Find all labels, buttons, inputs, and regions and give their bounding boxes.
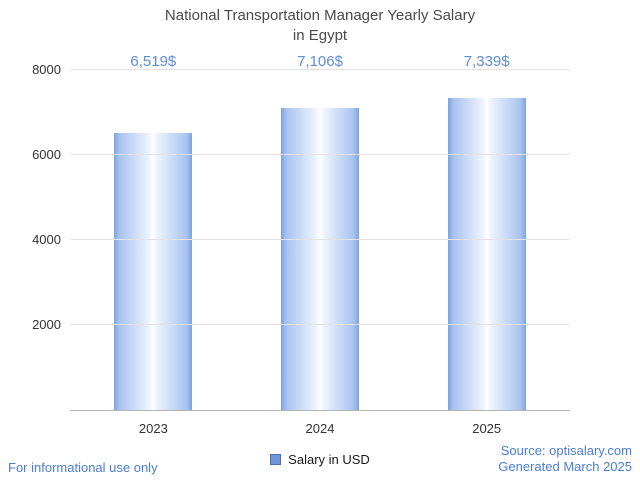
x-axis-tick-label: 2023 bbox=[138, 421, 168, 436]
bars-container: 6,519$ 2023 7,106$ 2024 7,339$ 2025 bbox=[70, 53, 570, 436]
y-axis-tick-label: 2000 bbox=[32, 317, 61, 332]
disclaimer-text: For informational use only bbox=[8, 460, 158, 475]
source-attribution: Source: optisalary.com Generated March 2… bbox=[498, 443, 632, 476]
chart-title-line1: National Transportation Manager Yearly S… bbox=[164, 7, 476, 24]
y-axis-tick-label: 8000 bbox=[32, 62, 61, 77]
chart-title-line2: in Egypt bbox=[292, 27, 348, 45]
gridline bbox=[70, 69, 570, 70]
plot-area: 6,519$ 2023 7,106$ 2024 7,339$ 2025 2000 4000 6… bbox=[32, 53, 570, 436]
salary-bar bbox=[114, 132, 193, 410]
bar-group: 7,106$ 2024 bbox=[237, 53, 404, 436]
y-axis-tick-label: 4000 bbox=[32, 232, 61, 247]
legend: Salary in USD bbox=[0, 452, 640, 467]
legend-swatch-icon bbox=[270, 454, 282, 465]
bar-group: 7,339$ 2025 bbox=[403, 53, 570, 436]
x-axis-tick-label: 2024 bbox=[305, 421, 335, 436]
bar-value-label: 7,106$ bbox=[297, 53, 343, 70]
source-text: Source: optisalary.com bbox=[500, 442, 632, 458]
x-axis-tick-label: 2025 bbox=[472, 421, 502, 436]
salary-bar bbox=[447, 98, 526, 410]
salary-bar bbox=[281, 108, 359, 410]
bar-value-label: 7,339$ bbox=[463, 53, 510, 70]
gridline bbox=[70, 154, 570, 155]
legend-label: Salary in USD bbox=[288, 452, 370, 467]
bar-value-label: 6,519$ bbox=[130, 53, 177, 70]
gridline bbox=[70, 239, 570, 240]
y-axis-tick-label: 6000 bbox=[32, 147, 61, 162]
generated-text: Generated March 2025 bbox=[498, 458, 632, 474]
gridline bbox=[70, 324, 570, 325]
bar-group: 6,519$ 2023 bbox=[70, 53, 237, 436]
chart-title: National Transportation Manager Yearly S… bbox=[0, 6, 640, 47]
